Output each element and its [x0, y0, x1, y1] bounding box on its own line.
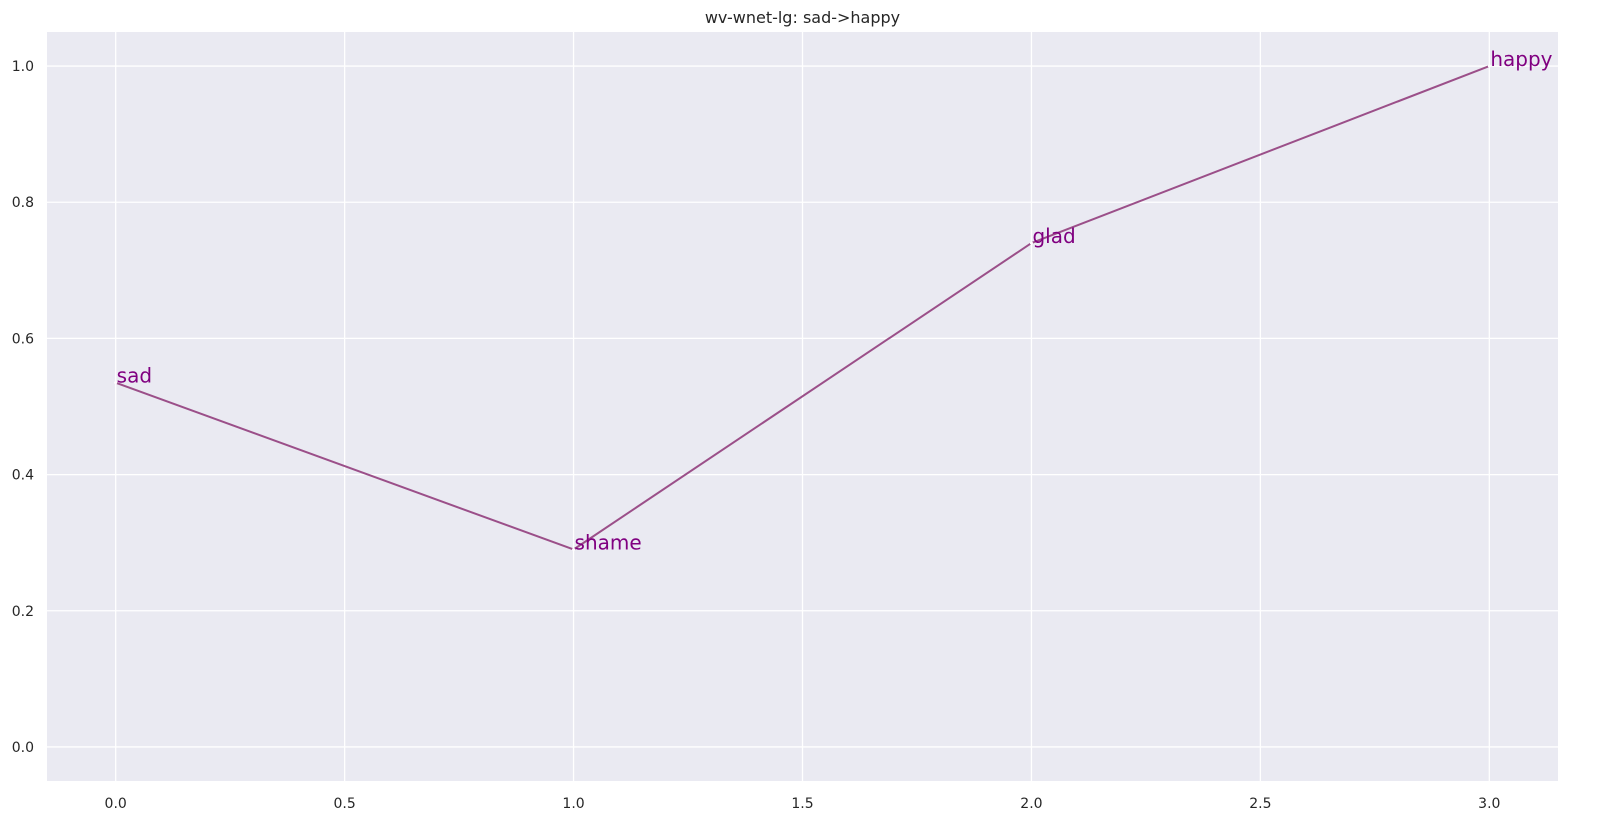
point-label: sad — [117, 364, 152, 388]
series-layer — [114, 64, 1491, 551]
point-labels: sad shame glad happy — [117, 47, 1553, 554]
x-tick-label: 3.0 — [1478, 796, 1500, 812]
grid — [47, 32, 1558, 781]
series-line — [115, 65, 1490, 551]
y-tick-label: 0.8 — [12, 195, 34, 211]
x-tick-label: 2.5 — [1249, 796, 1271, 812]
data-point — [1029, 241, 1033, 245]
x-tick-label: 0.0 — [105, 796, 127, 812]
y-tick-label: 0.6 — [12, 331, 34, 347]
x-tick-label: 1.0 — [562, 796, 584, 812]
data-point — [114, 381, 118, 385]
x-tick-label: 0.5 — [333, 796, 355, 812]
point-label: happy — [1490, 47, 1552, 71]
data-point — [1487, 64, 1491, 68]
y-tick-label: 0.4 — [12, 468, 34, 484]
chart-title: wv-wnet-lg: sad->happy — [705, 8, 900, 27]
y-tick-label: 0.2 — [12, 604, 34, 620]
x-tick-label: 2.0 — [1020, 796, 1042, 812]
y-tick-label: 0.0 — [12, 740, 34, 756]
x-tick-label: 1.5 — [791, 796, 813, 812]
y-tick-label: 1.0 — [12, 59, 34, 75]
tick-labels: 0.0 0.5 1.0 1.5 2.0 2.5 3.0 0.0 0.2 0.4 0.6 0.8 1.0 — [12, 59, 1501, 812]
data-point — [572, 547, 576, 551]
point-label: shame — [575, 530, 642, 554]
point-label: glad — [1032, 224, 1075, 248]
